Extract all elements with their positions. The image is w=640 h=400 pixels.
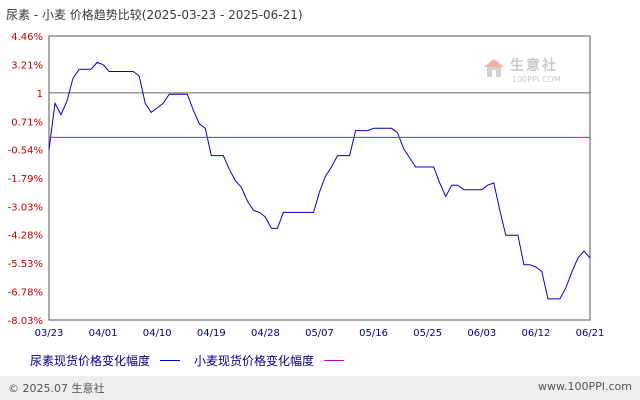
- watermark-url: 100PPI.COM: [512, 75, 561, 84]
- x-tick-label: 06/12: [521, 328, 550, 339]
- house-icon: [484, 59, 504, 77]
- plot-area: [48, 35, 591, 321]
- y-tick-label: -1.79%: [8, 174, 43, 185]
- watermark-name: 生意社: [510, 58, 558, 74]
- site-link[interactable]: www.100PPI.com: [538, 380, 632, 393]
- watermark-logo: 生意社 100PPI.COM: [482, 55, 582, 95]
- x-tick-label: 04/10: [143, 328, 172, 339]
- y-tick-label: 1: [37, 89, 43, 100]
- y-tick-label: -3.03%: [8, 202, 43, 213]
- x-tick-label: 06/21: [576, 328, 605, 339]
- y-tick-label: -0.54%: [8, 146, 43, 157]
- x-tick-label: 04/28: [251, 328, 280, 339]
- y-axis-ticks: 4.46% 3.21% 1 0.71% -0.54% -1.79% -3.03% -4.28%…: [8, 32, 43, 327]
- y-tick-label: -8.03%: [8, 316, 43, 327]
- copyright-text: © 2025.07 生意社: [8, 382, 105, 395]
- legend-line-wheat: [324, 360, 345, 361]
- x-tick-label: 05/25: [413, 328, 442, 339]
- y-tick-label: 4.46%: [11, 32, 43, 43]
- legend-label-wheat: 小麦现货价格变化幅度: [194, 354, 315, 368]
- x-tick-label: 05/07: [305, 328, 334, 339]
- legend-label-urea: 尿素现货价格变化幅度: [30, 354, 151, 368]
- y-tick-label: 0.71%: [11, 117, 43, 128]
- y-tick-label: -4.28%: [8, 231, 43, 242]
- y-tick-label: 3.21%: [11, 60, 43, 71]
- x-tick-label: 04/01: [89, 328, 118, 339]
- legend-line-urea: [160, 360, 181, 361]
- y-tick-label: -6.78%: [8, 288, 43, 299]
- chart-svg: 4.46% 3.21% 1 0.71% -0.54% -1.79% -3.03% -4.28%…: [8, 32, 605, 339]
- y-tick-label: -5.53%: [8, 259, 43, 270]
- x-tick-label: 03/23: [35, 328, 64, 339]
- series-line-urea: [48, 61, 591, 300]
- x-axis-ticks: 03/23 04/01 04/10 04/19 04/28 05/07 05/16 05/25…: [35, 328, 605, 339]
- series-layer: [48, 61, 591, 300]
- x-tick-label: 04/19: [197, 328, 226, 339]
- chart-title: 尿素 - 小麦 价格趋势比较(2025-03-23 - 2025-06-21): [6, 8, 303, 22]
- x-tick-label: 06/03: [467, 328, 496, 339]
- legend: 尿素现货价格变化幅度 小麦现货价格变化幅度: [30, 352, 358, 369]
- footer-bar: © 2025.07 生意社 www.100PPI.com: [0, 376, 640, 400]
- x-tick-label: 05/16: [359, 328, 388, 339]
